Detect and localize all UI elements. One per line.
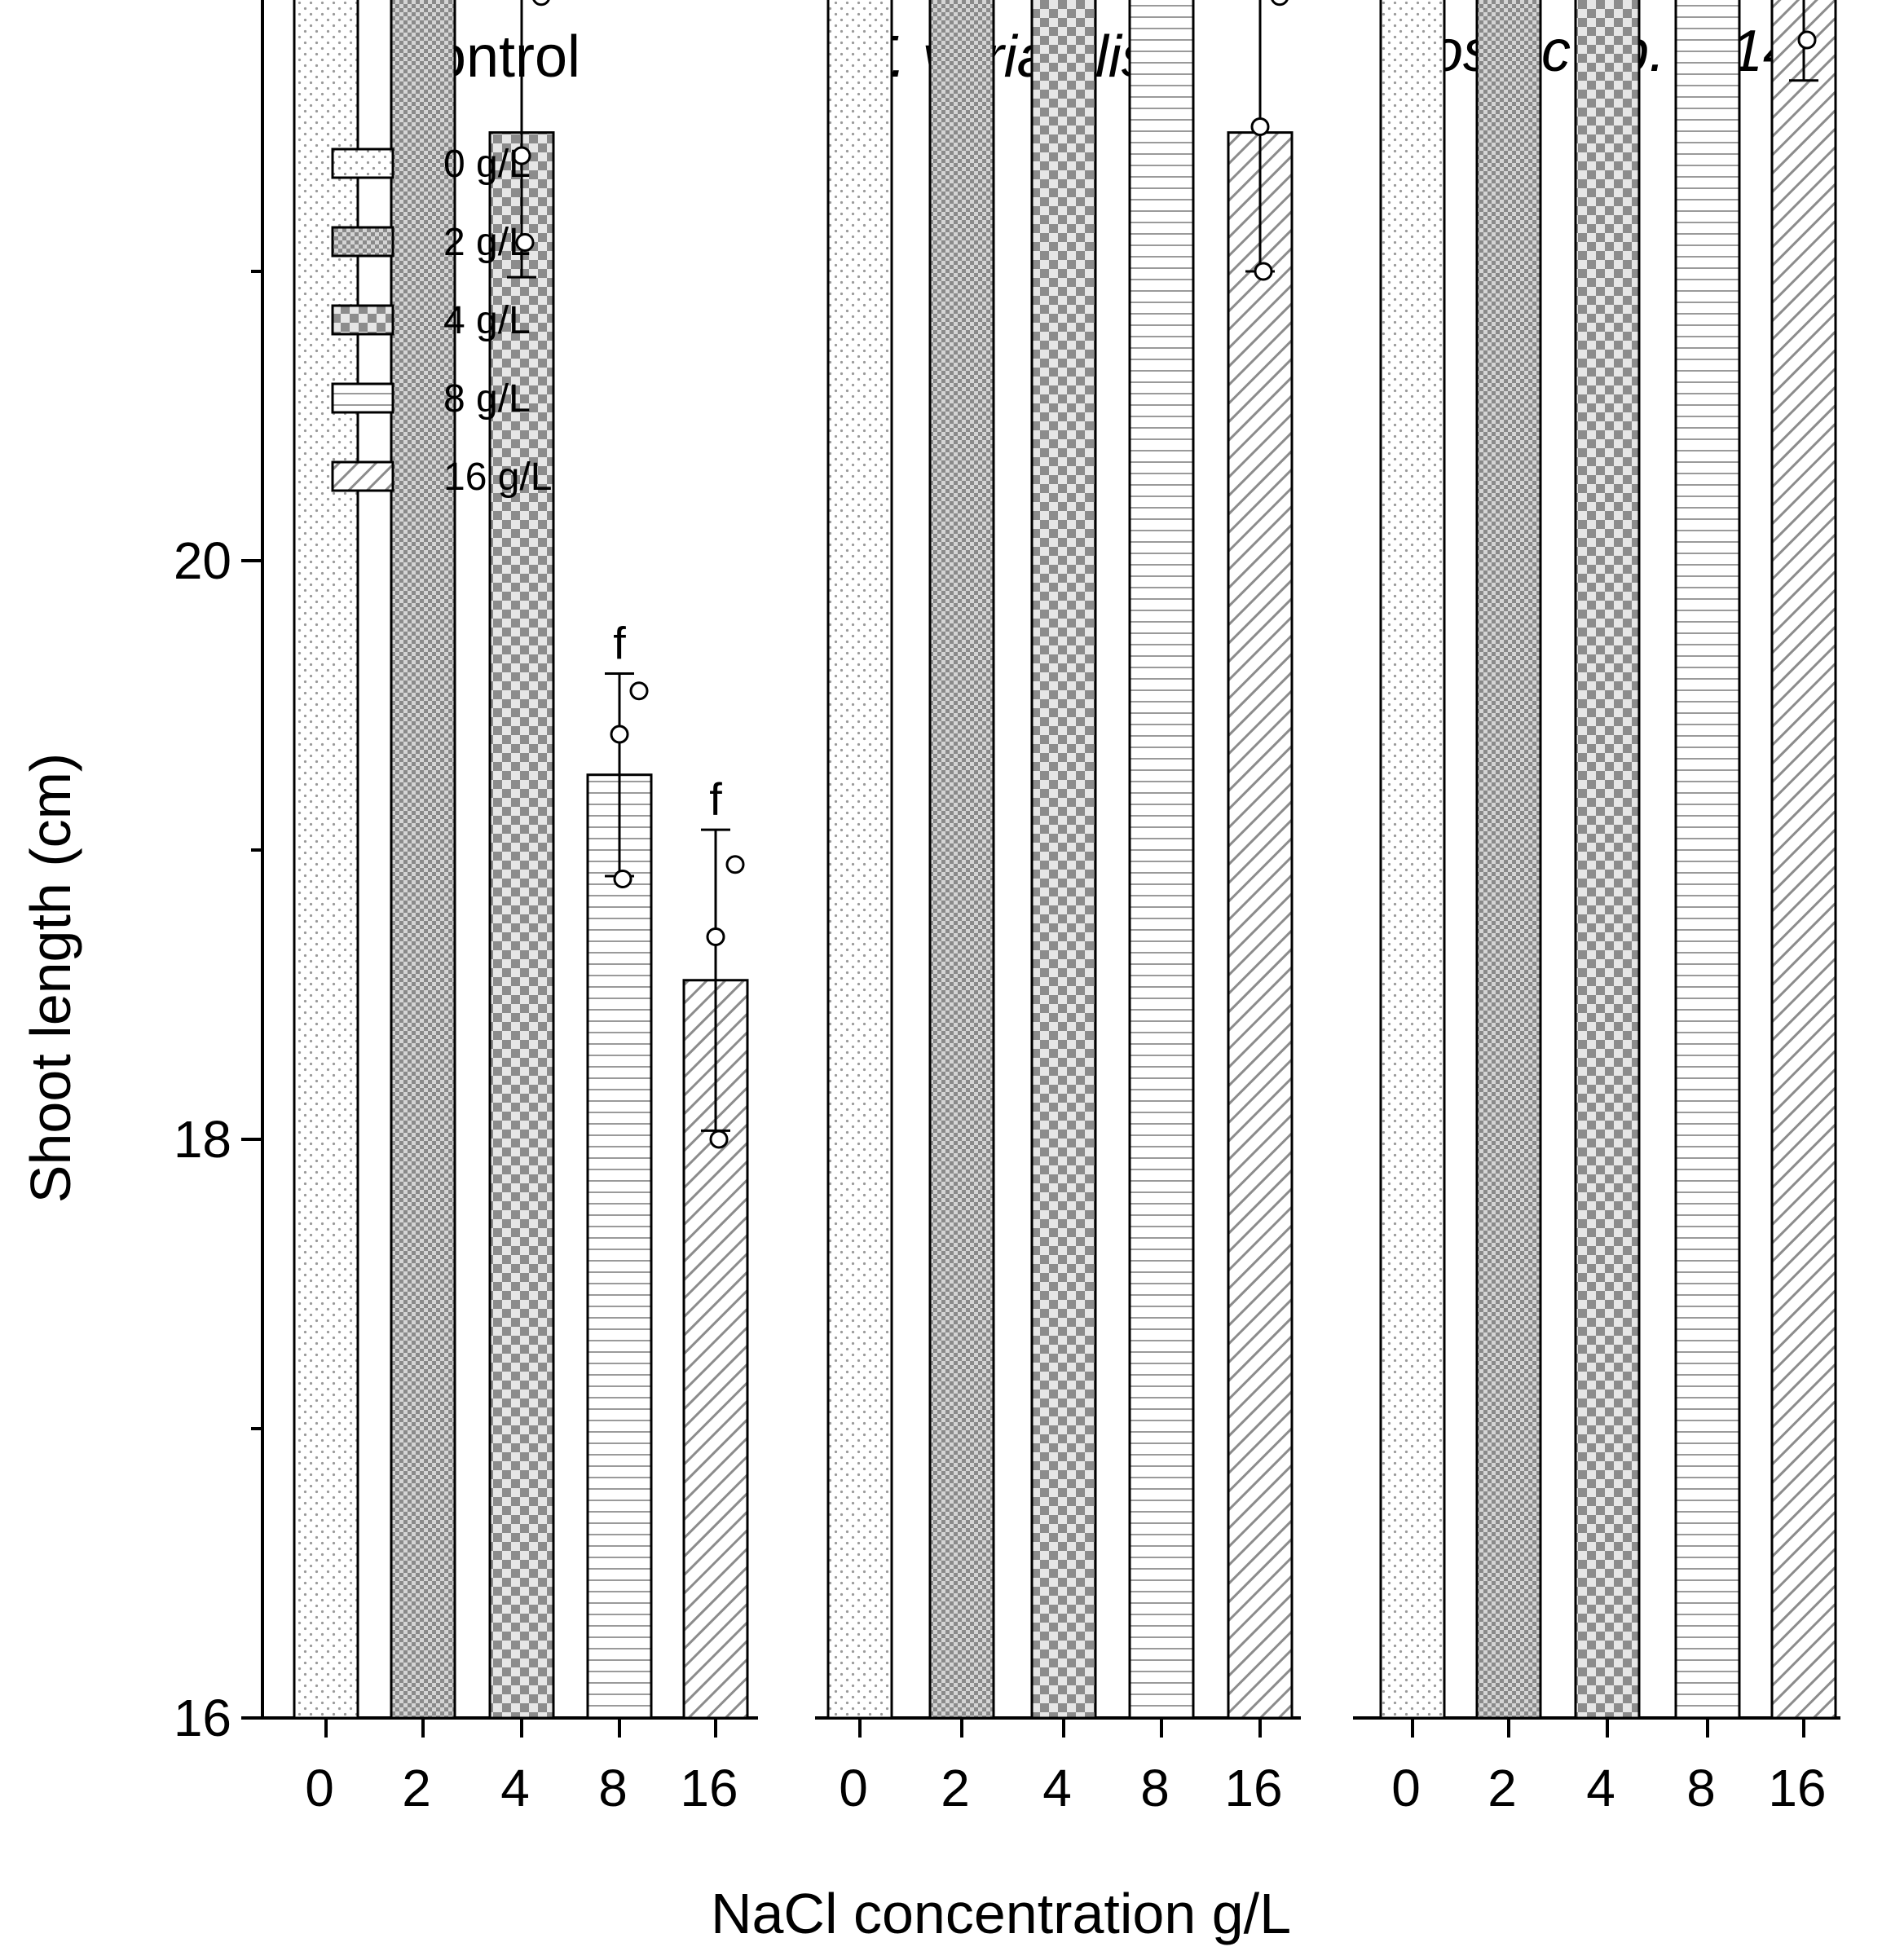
legend-label: 0 g/L [443, 143, 531, 186]
data-point [1254, 262, 1273, 281]
x-tick-label: 0 [839, 1759, 868, 1817]
legend-label: 8 g/L [443, 377, 531, 421]
y-tick-label: 22 [174, 0, 231, 11]
legend-label: 2 g/L [443, 221, 531, 264]
legend-label: 4 g/L [443, 299, 531, 342]
y-tick-label: 18 [174, 1110, 231, 1169]
data-point [629, 681, 649, 701]
bars-layer: ddeeffbcdddeabcce [293, 0, 1837, 1720]
bar [1379, 0, 1446, 1720]
x-tick-label: 2 [941, 1759, 970, 1817]
data-point [1271, 0, 1289, 7]
data-point [532, 0, 550, 7]
data-point [725, 855, 745, 874]
legend-swatch [331, 304, 394, 336]
x-tick-label: 4 [500, 1759, 530, 1817]
bar [1227, 131, 1294, 1720]
bar [1128, 0, 1195, 1720]
bar [1674, 0, 1741, 1720]
x-tick-label: 0 [305, 1759, 334, 1817]
x-tick-label: 0 [1391, 1759, 1421, 1817]
x-tick-label: 16 [1768, 1759, 1826, 1817]
legend-swatch [331, 460, 394, 492]
x-tick-label: 16 [1224, 1759, 1282, 1817]
bar [586, 773, 653, 1720]
bar [1475, 0, 1542, 1720]
bar [826, 0, 893, 1720]
x-tick-label: 2 [1488, 1759, 1517, 1817]
bar [1574, 0, 1641, 1720]
significance-letter: f [613, 617, 626, 668]
bar [1030, 0, 1097, 1720]
legend-swatch [331, 382, 394, 414]
bar [293, 0, 359, 1720]
bar [1770, 0, 1837, 1720]
bar [928, 0, 995, 1720]
legend-swatch [331, 148, 394, 179]
bar [390, 0, 456, 1720]
bar [488, 131, 555, 1720]
x-axis-label: NaCl concentration g/L [711, 1882, 1291, 1945]
y-axis: 161820222426 [174, 0, 264, 1747]
legend: 0 g/L 2 g/L 4 g/L 8 g/L 16 g/L [331, 143, 552, 499]
data-point [706, 927, 725, 946]
x-tick-label: 8 [1140, 1759, 1170, 1817]
group-title-t-variabilis: T. variabilis [859, 24, 1150, 90]
data-point [1250, 117, 1270, 136]
x-tick-label: 4 [1042, 1759, 1072, 1817]
data-point [709, 1130, 729, 1149]
y-tick-label: 20 [174, 531, 231, 590]
x-tick-label: 8 [1686, 1759, 1716, 1817]
data-point [613, 870, 632, 888]
x-tick-label: 4 [1586, 1759, 1615, 1817]
y-axis-label: Shoot length (cm) [19, 753, 82, 1203]
data-point [1797, 30, 1817, 50]
data-point [512, 146, 531, 165]
data-point [610, 725, 629, 744]
x-tick-label: 16 [680, 1759, 738, 1817]
y-tick-label: 16 [174, 1689, 231, 1747]
legend-swatch [331, 226, 394, 258]
significance-letter: f [709, 773, 722, 825]
x-tick-label: 8 [598, 1759, 628, 1817]
x-axis: 0 2 4 8 16 0 2 4 8 16 0 2 4 8 16 [262, 1716, 1840, 1817]
legend-label: 16 g/L [443, 456, 552, 499]
data-point [515, 233, 535, 252]
x-tick-label: 2 [402, 1759, 431, 1817]
